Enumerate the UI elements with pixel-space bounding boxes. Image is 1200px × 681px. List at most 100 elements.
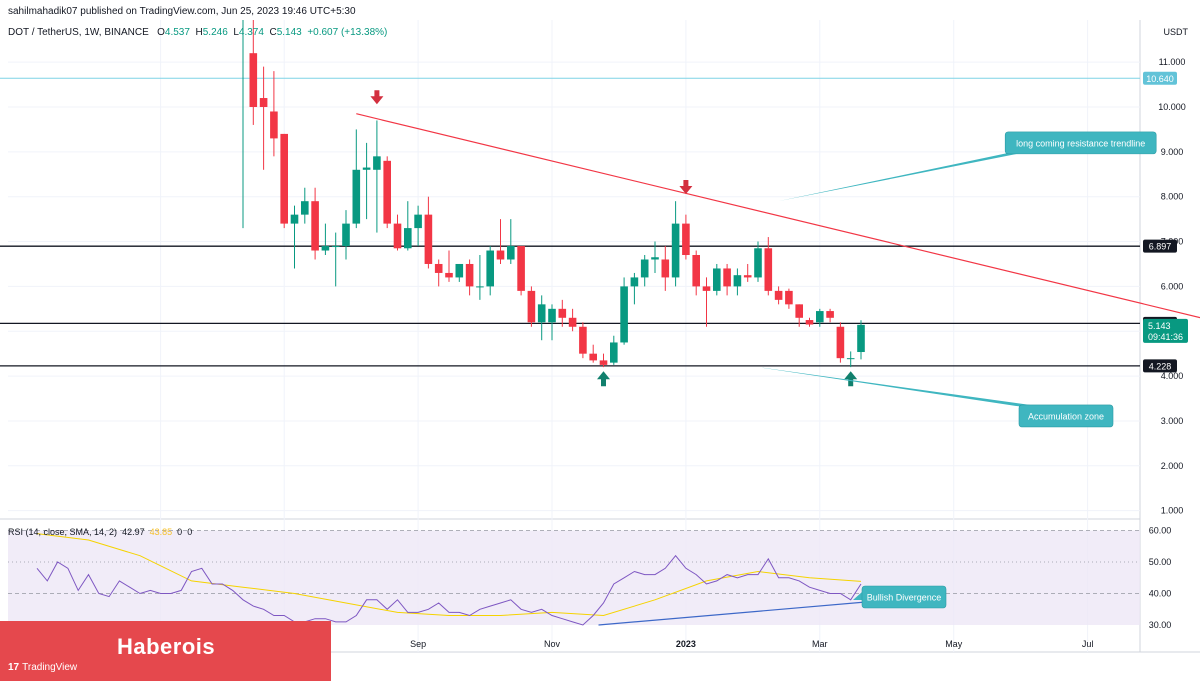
candle-down: [743, 275, 752, 278]
low-label: L: [233, 27, 239, 38]
level-price-label: 10.640: [1146, 74, 1174, 84]
candle-down: [805, 320, 814, 325]
symbol-ohlc-line: DOT / TetherUS, 1W, BINANCE O4.537 H5.24…: [8, 27, 387, 38]
candle-down: [836, 326, 845, 359]
resistance-callout-text: long coming resistance trendline: [1016, 138, 1145, 148]
change-value: +0.607 (+13.38%): [307, 27, 388, 38]
candle-up: [640, 259, 649, 278]
rsi-extra-1: 0: [177, 527, 183, 537]
candle-down: [311, 201, 319, 251]
candle-up: [486, 250, 494, 287]
publisher-line: sahilmahadik07 published on TradingView.…: [8, 6, 356, 17]
candle-up: [548, 308, 556, 323]
accumulation-callout-text: Accumulation zone: [1028, 411, 1104, 421]
candle-down: [568, 317, 577, 327]
accumulation-callout-box: [1018, 404, 1114, 428]
divergence-line: [598, 600, 874, 626]
price-tick-label: 8.000: [1161, 192, 1184, 202]
price-tick-label: 11.000: [1159, 57, 1186, 67]
rsi-tick-label: 50.00: [1149, 557, 1172, 567]
candle-up: [290, 214, 299, 224]
candle-up: [537, 304, 546, 323]
rsi-band: [8, 530, 1140, 625]
price-tick-label: 2.000: [1161, 461, 1184, 471]
last-price-label: 5.143: [1148, 321, 1171, 331]
candle-down: [661, 259, 670, 278]
candle-down: [517, 246, 525, 291]
rsi-title: RSI (14, close, SMA, 14, 2): [8, 527, 118, 537]
candle-down: [599, 360, 608, 365]
candle-up: [733, 275, 742, 287]
time-tick-label: May: [945, 639, 963, 649]
candle-down: [465, 263, 474, 287]
candle-down: [270, 111, 278, 139]
level-price-label: 6.897: [1149, 242, 1172, 252]
candles-group: [242, 20, 865, 368]
candle-up: [713, 268, 721, 291]
candle-down: [445, 272, 453, 278]
currency-label: USDT: [1163, 27, 1189, 37]
close-value: 5.143: [276, 27, 302, 38]
candle-up: [321, 246, 330, 251]
time-tick-label: Sep: [410, 639, 426, 649]
candle-up: [846, 358, 855, 360]
level-price-box: [1143, 71, 1177, 85]
rsi-tick-label: 60.00: [1149, 526, 1172, 536]
price-tick-label: 1.000: [1161, 506, 1184, 516]
open-value: 4.537: [164, 27, 190, 38]
candle-down: [764, 248, 773, 291]
rsi-tick-label: 40.00: [1149, 589, 1172, 599]
open-label: O: [157, 27, 165, 38]
candle-up: [352, 169, 361, 224]
candle-up: [331, 246, 340, 248]
price-tick-label: 6.000: [1161, 281, 1184, 291]
candle-down: [383, 160, 391, 224]
candle-up: [342, 223, 350, 247]
low-value: 4.374: [238, 27, 264, 38]
candle-down: [579, 326, 587, 354]
candle-up: [630, 277, 639, 287]
candle-up: [362, 167, 371, 170]
candle-up: [671, 223, 680, 278]
time-tick-label: Jul: [1082, 639, 1094, 649]
candle-up: [620, 286, 628, 343]
divergence-callout-text: Bullish Divergence: [867, 593, 942, 603]
up-arrow-icon: [844, 371, 858, 387]
tradingview-logo: 17 TradingView: [8, 662, 77, 673]
divergence-callout-pointer: [853, 592, 862, 600]
candle-up: [651, 257, 659, 260]
candle-up: [404, 228, 412, 249]
candle-up: [373, 156, 381, 170]
candle-down: [424, 214, 433, 264]
candle-down: [702, 286, 711, 291]
level-price-box: [1143, 359, 1177, 373]
time-tick-label: Mar: [812, 639, 828, 649]
candle-down: [826, 311, 834, 318]
up-arrow-icon: [597, 371, 610, 387]
countdown-label: 09:41:36: [1148, 332, 1183, 342]
candle-down: [558, 308, 567, 318]
candle-down: [496, 250, 505, 260]
candle-down: [280, 133, 288, 224]
candle-down: [527, 290, 536, 323]
brand-banner: [0, 621, 331, 681]
candle-up: [507, 246, 515, 260]
high-value: 5.246: [202, 27, 228, 38]
rsi-extra-2: 0: [187, 527, 193, 537]
tradingview-icon: 17: [8, 662, 20, 673]
price-tick-label: 3.000: [1161, 416, 1184, 426]
down-arrow-icon: [679, 179, 693, 194]
rsi-ma-line: [36, 533, 862, 617]
last-price-box: [1143, 318, 1188, 343]
time-tick-label: Nov: [544, 639, 561, 649]
candle-down: [692, 255, 700, 287]
candle-down: [434, 263, 443, 273]
close-label: C: [269, 27, 277, 38]
candle-down: [682, 223, 690, 256]
resistance-callout-box: [1004, 131, 1157, 155]
candle-up: [476, 286, 484, 288]
level-price-label: 4.228: [1149, 361, 1172, 371]
symbol-label: DOT / TetherUS, 1W, BINANCE: [8, 27, 149, 38]
price-tick-label: 10.000: [1158, 102, 1186, 112]
